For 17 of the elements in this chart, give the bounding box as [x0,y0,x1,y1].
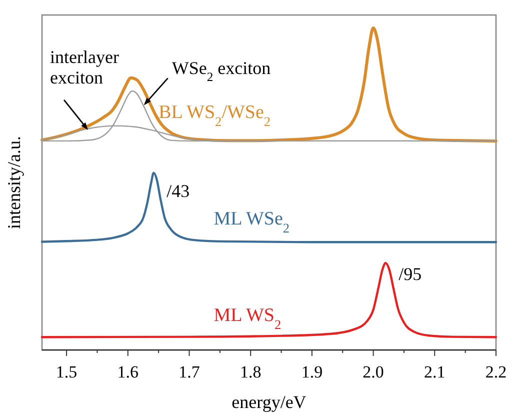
series-label: ML WS$_{2}$ [214,305,282,332]
x-tick-label: 2.0 [362,362,384,382]
y-axis-title: intensity/a.u. [4,136,24,229]
annotation: /43 [166,180,190,201]
x-tick-label: 1.5 [56,362,78,382]
series-label: ML WSe$_{2}$ [214,208,290,235]
x-tick-label: 1.9 [301,362,323,382]
x-tick-label: 1.8 [240,362,262,382]
x-tick-label: 2.2 [485,362,507,382]
annotation: /95 [398,264,422,284]
annotation: WSe$_{2}$ exciton [172,58,271,84]
annotation: interlayer exciton [50,46,119,88]
x-tick-label: 1.6 [117,362,139,382]
series-label: BL WS$_{2}$/WSe$_{2}$ [158,102,271,129]
x-tick-label: 2.1 [424,362,446,382]
x-axis-title: energy/eV [232,392,306,412]
x-tick-label: 1.7 [178,362,200,382]
